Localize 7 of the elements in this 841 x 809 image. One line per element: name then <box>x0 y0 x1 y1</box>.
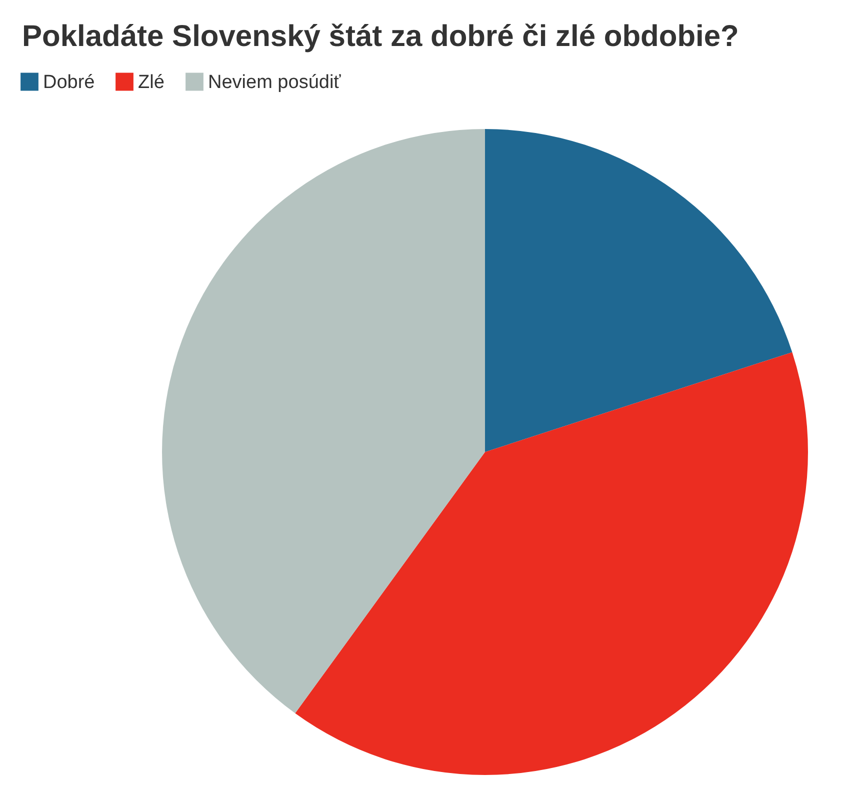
pie-slice <box>162 129 485 714</box>
legend-label: Dobré <box>43 72 95 93</box>
legend-label: Neviem posúdiť <box>208 72 342 93</box>
legend-label: Zlé <box>138 72 164 93</box>
pie-slice <box>295 352 808 775</box>
pie-slice <box>485 129 792 452</box>
chart-title: Pokladáte Slovenský štát za dobré či zlé obdobie? <box>22 20 739 53</box>
